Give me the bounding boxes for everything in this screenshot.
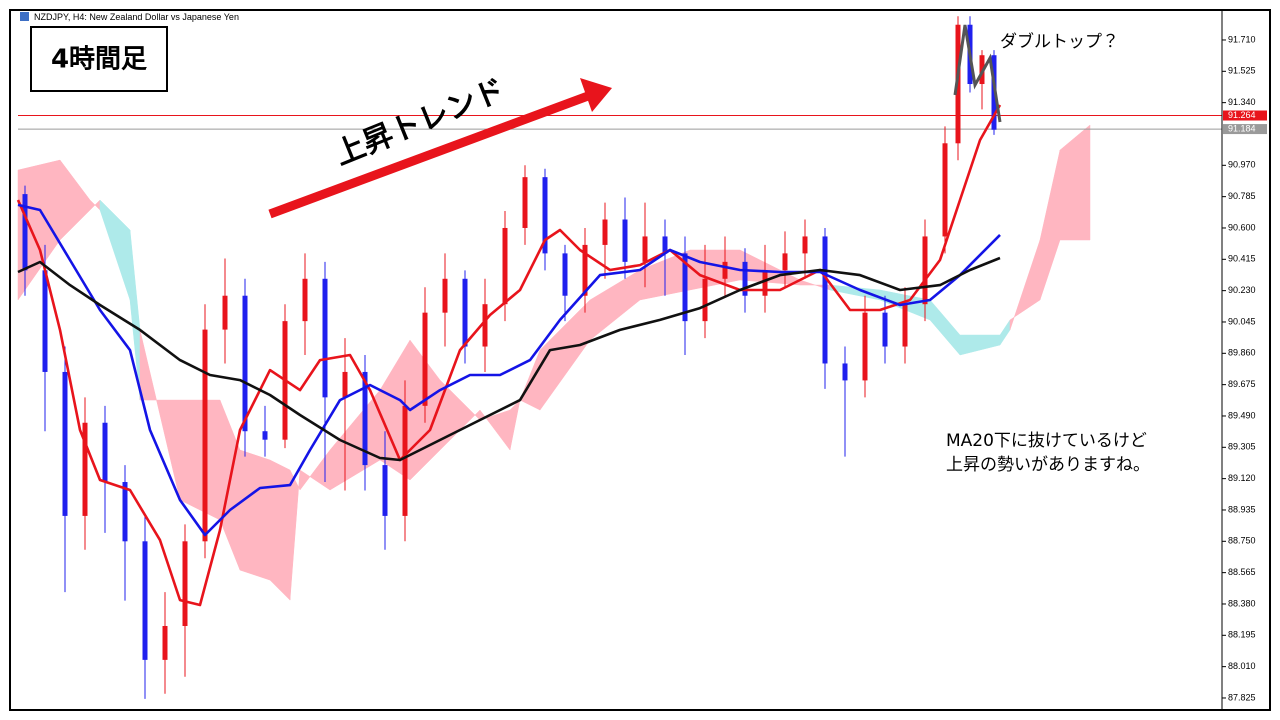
y-tick-label: 89.860	[1228, 348, 1256, 358]
window-icon	[20, 12, 29, 21]
candle-body	[742, 261, 748, 296]
price-label: 91.264	[1228, 110, 1256, 120]
trend-arrow-shaft	[268, 91, 590, 219]
candle-body	[422, 312, 428, 406]
price-axis: 91.710 91.525 91.340 90.970 90.785 90.600 90.4…	[1222, 34, 1267, 702]
y-tick-label: 90.970	[1228, 160, 1256, 170]
candle-body	[222, 295, 228, 330]
timeframe-label: 4時間足	[51, 45, 147, 75]
candle-body	[362, 371, 368, 466]
candle-body	[462, 278, 468, 347]
candle-body	[622, 219, 628, 262]
y-tick-label: 88.010	[1228, 661, 1256, 671]
candle-body	[542, 177, 548, 254]
candle-body	[82, 422, 88, 516]
double-top-note: ダブルトップ？	[1000, 31, 1119, 52]
candle-body	[382, 465, 388, 516]
candle-body	[402, 405, 408, 516]
cloud-segment	[1059, 124, 1091, 241]
timeframe-box	[30, 26, 168, 92]
price-label-box	[1223, 124, 1267, 135]
double-top-marker	[953, 24, 1002, 123]
candle-body	[942, 143, 948, 237]
candle-body	[102, 422, 108, 483]
candle-body	[322, 278, 328, 398]
candle-body	[482, 304, 488, 347]
candle-body	[502, 227, 508, 305]
candle-body	[62, 371, 68, 516]
price-label: 91.184	[1228, 123, 1256, 133]
candle-body	[662, 236, 668, 254]
candle-body	[842, 363, 848, 381]
candle-body	[902, 304, 908, 347]
annotation-line: MA20下に抜けているけど	[946, 431, 1147, 451]
candle-body	[762, 270, 768, 296]
y-tick-label: 91.710	[1228, 34, 1256, 44]
candle-body	[582, 244, 588, 296]
candle-body	[522, 177, 528, 228]
moving-average	[16, 104, 1002, 607]
candle-body	[442, 278, 448, 313]
candle-body	[882, 312, 888, 347]
candle-body	[822, 236, 828, 364]
y-tick-label: 88.380	[1228, 598, 1256, 608]
y-tick-label: 90.415	[1228, 254, 1256, 264]
candle-body	[42, 270, 48, 372]
cloud-segment	[509, 399, 521, 451]
candle-body	[262, 431, 268, 440]
y-tick-label: 88.750	[1228, 536, 1256, 546]
candle-body	[562, 253, 568, 296]
y-tick-label: 91.525	[1228, 66, 1256, 76]
candle-body	[602, 219, 608, 245]
y-tick-label: 89.490	[1228, 410, 1256, 420]
y-tick-label: 89.305	[1228, 442, 1256, 452]
candle-body	[202, 329, 208, 542]
cloud-segment	[179, 399, 221, 521]
cloud-segment	[239, 449, 271, 581]
y-tick-label: 90.230	[1228, 285, 1256, 295]
candle-body	[302, 278, 308, 322]
annotation-line: 上昇の勢いがありますね。	[946, 455, 1150, 475]
y-tick-label: 88.195	[1228, 630, 1256, 640]
frame	[9, 9, 1271, 711]
plot-area	[16, 16, 1222, 699]
y-tick-label: 88.565	[1228, 567, 1256, 577]
y-tick-label: 91.340	[1228, 97, 1256, 107]
y-tick-label: 89.675	[1228, 379, 1256, 389]
candle-body	[682, 253, 688, 322]
price-label-box	[1223, 110, 1267, 121]
candle-body	[702, 278, 708, 322]
y-tick-label: 87.825	[1228, 692, 1256, 702]
symbol-caption: NZDJPY, H4: New Zealand Dollar vs Japane…	[34, 12, 239, 22]
candle-body	[162, 625, 168, 660]
trend-arrow-head	[580, 78, 612, 112]
candle-body	[342, 371, 348, 398]
y-tick-label: 90.045	[1228, 316, 1256, 326]
y-tick-label: 90.600	[1228, 222, 1256, 232]
candle-body	[922, 236, 928, 305]
candle-body	[862, 312, 868, 381]
candle-body	[122, 482, 128, 542]
candle-body	[782, 253, 788, 271]
candle-body	[22, 194, 28, 271]
candle-body	[722, 261, 728, 279]
candle-body	[642, 236, 648, 262]
candle-body	[182, 541, 188, 626]
y-tick-label: 90.785	[1228, 191, 1256, 201]
y-tick-label: 88.935	[1228, 504, 1256, 514]
cloud-segment	[269, 459, 291, 601]
moving-average	[17, 256, 1001, 462]
candle-body	[802, 236, 808, 254]
candle-body	[242, 295, 248, 432]
y-tick-label: 89.120	[1228, 473, 1256, 483]
candle-body	[142, 541, 148, 660]
